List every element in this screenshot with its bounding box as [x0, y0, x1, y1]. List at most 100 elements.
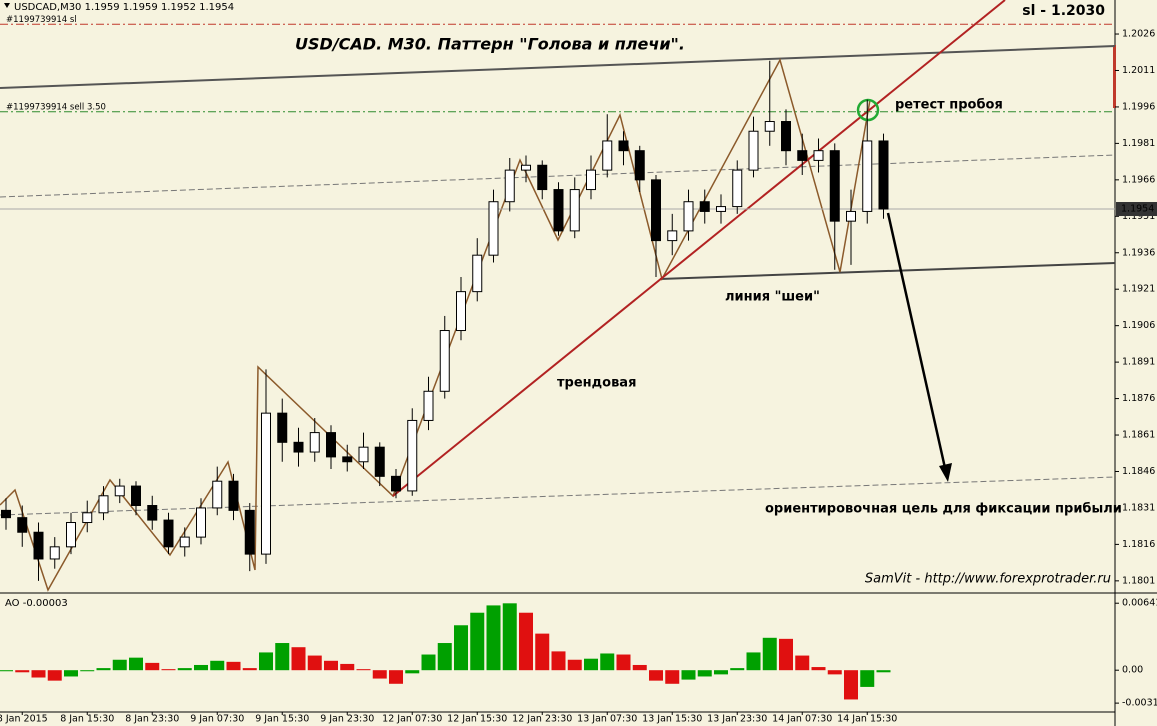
ao-bar — [145, 662, 160, 671]
candle-body — [66, 522, 76, 548]
ao-bar — [632, 664, 647, 671]
arrow-head — [939, 463, 952, 482]
candle-body — [521, 164, 531, 171]
y-tick-label: 1.1921 — [1122, 284, 1155, 295]
candle-body — [261, 412, 271, 555]
candle-body — [147, 505, 158, 521]
last-price-box — [1116, 202, 1157, 217]
x-tick-label: 13 Jan 07:30 — [577, 714, 637, 725]
candle-body — [407, 419, 418, 492]
candle-body — [748, 130, 759, 171]
candle-body — [602, 140, 613, 171]
y-tick-label: 1.1891 — [1122, 357, 1155, 368]
ao-bar — [405, 670, 420, 674]
x-tick-label: 13 Jan 15:30 — [642, 714, 702, 725]
ao-bar — [827, 670, 842, 675]
y-tick-label: 1.1801 — [1122, 575, 1155, 586]
x-tick-label: 9 Jan 15:30 — [255, 714, 309, 725]
candle-body — [537, 164, 548, 191]
ao-bar — [96, 668, 111, 671]
candle-body — [391, 475, 401, 492]
ao-bar — [437, 643, 452, 671]
y-tick-label: 1.1816 — [1122, 539, 1155, 550]
ao-bar — [779, 638, 793, 671]
candle-body — [667, 230, 678, 242]
candle-body — [358, 446, 369, 463]
annotation: sl - 1.2030 — [1022, 3, 1105, 19]
y-tick-label: 1.1846 — [1122, 466, 1155, 477]
ao-bar — [242, 668, 257, 671]
y-tick-label: 1.1981 — [1122, 138, 1155, 149]
ao-bar — [129, 657, 143, 671]
ao-bar — [307, 655, 322, 671]
candle-body — [829, 150, 840, 222]
x-tick-label: 12 Jan 07:30 — [382, 714, 442, 725]
candle-body — [98, 495, 109, 514]
candle-body — [797, 150, 808, 161]
ao-bar — [681, 670, 696, 680]
candle-body — [212, 480, 223, 509]
candle-body — [683, 201, 694, 232]
ao-bar — [470, 612, 485, 671]
header: USDCAD,M30 1.1959 1.1959 1.1952 1.1954 — [14, 2, 234, 13]
candle-body — [196, 507, 206, 538]
ao-bar — [389, 670, 403, 684]
ao-bar — [210, 660, 225, 671]
ao-bar — [177, 668, 192, 671]
ao-bar — [259, 652, 273, 671]
level-label: #1199739914 sell 3.50 — [6, 102, 106, 112]
candle-body — [228, 480, 239, 511]
candle-body — [277, 412, 288, 443]
x-tick-label: 14 Jan 15:30 — [837, 714, 897, 725]
target-line — [0, 476, 1116, 516]
ao-bar — [226, 661, 241, 671]
header-icon — [4, 3, 10, 8]
ao-bar — [714, 670, 728, 675]
chart-title: USD/CAD. M30. Паттерн "Голова и плечи". — [295, 35, 685, 54]
y-tick-label: -0.00315 — [1122, 698, 1157, 709]
candle-body — [374, 446, 385, 477]
candle-body — [423, 390, 434, 421]
ao-bar — [616, 654, 631, 671]
y-tick-label: 1.1876 — [1122, 393, 1155, 404]
x-tick-label: 13 Jan 23:30 — [707, 714, 767, 725]
ao-bar — [649, 670, 663, 681]
y-tick-label: 1.1996 — [1122, 101, 1155, 112]
x-tick-label: 8 Jan 15:30 — [60, 714, 114, 725]
arrow — [886, 212, 947, 469]
x-tick-label: 14 Jan 07:30 — [772, 714, 832, 725]
ao-bar — [567, 659, 582, 671]
y-tick-label: 1.2011 — [1122, 65, 1155, 76]
ao-bar — [64, 670, 78, 677]
x-tick-label: 8 Jan 23:30 — [125, 714, 179, 725]
plot: 1.20261.20111.19961.19811.19661.19511.19… — [0, 15, 1157, 725]
axis-marker — [1113, 45, 1116, 108]
candle-body — [488, 201, 499, 256]
ao-bar — [730, 668, 745, 671]
candle-body — [813, 150, 824, 161]
ao-bar — [112, 659, 127, 671]
ao-bar — [421, 654, 436, 671]
y-tick-label: 0.00641 — [1122, 598, 1157, 609]
candle-body — [33, 531, 44, 560]
ao-bar — [762, 637, 777, 671]
ao-bar — [47, 670, 62, 681]
annotation: ориентировочная цель для фиксации прибыл… — [765, 502, 1122, 517]
candle-body — [82, 512, 93, 524]
x-tick-label: 12 Jan 15:30 — [447, 714, 507, 725]
candle-body — [699, 201, 710, 212]
y-tick-label: 0.00 — [1122, 665, 1143, 676]
watermark: SamVit - http://www.forexprotrader.ru — [865, 572, 1111, 587]
neck-line — [659, 262, 1116, 280]
candle-body — [472, 254, 483, 293]
ao-bar — [860, 670, 875, 687]
ao-bar — [356, 669, 371, 671]
candle-body — [456, 291, 466, 332]
x-tick-label: 9 Jan 07:30 — [190, 714, 244, 725]
y-tick-label: 1.1951 — [1122, 211, 1155, 222]
ao-bar — [372, 670, 387, 679]
ao-bar — [844, 670, 858, 700]
candle-body — [342, 456, 353, 463]
candle-body — [553, 189, 564, 232]
x-tick-label: 9 Jan 23:30 — [320, 714, 374, 725]
